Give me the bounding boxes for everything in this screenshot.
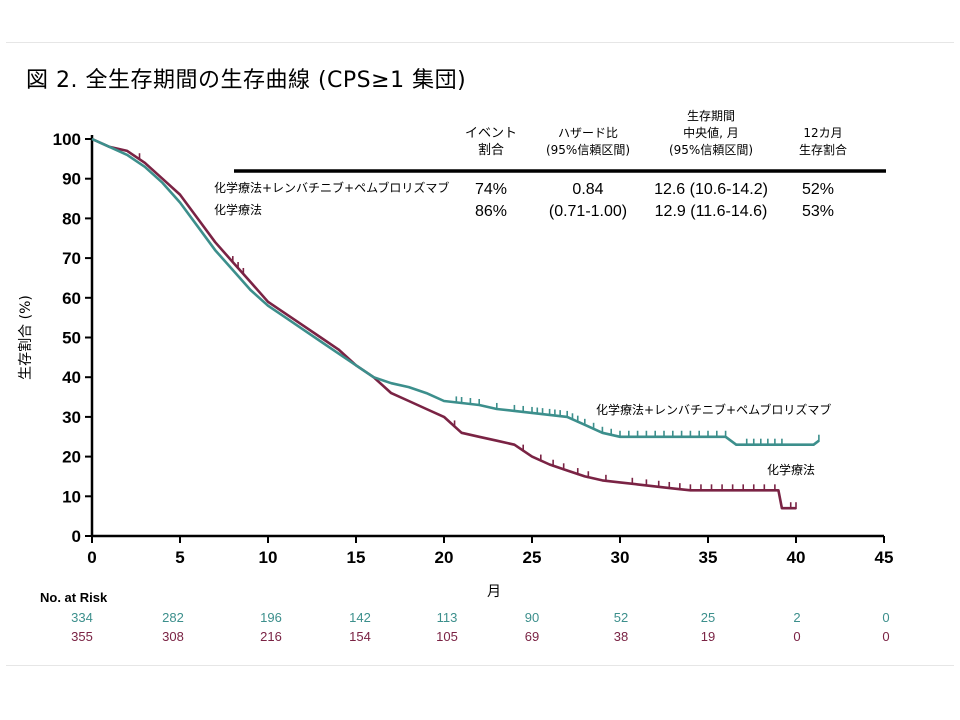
risk-chemo-value: 0 (882, 629, 889, 644)
x-tick-label: 45 (875, 548, 894, 567)
y-tick-label: 60 (62, 289, 81, 308)
figure-frame (6, 42, 954, 666)
table-header: 割合 (478, 142, 504, 158)
y-tick-label: 80 (62, 209, 81, 228)
table-header: ハザード比 (558, 126, 618, 140)
curve-label-combo: 化学療法+レンバチニブ+ペムブロリズマブ (596, 402, 831, 417)
x-tick-label: 40 (787, 548, 806, 567)
y-tick-label: 30 (62, 408, 81, 427)
x-tick-label: 15 (347, 548, 366, 567)
table-header: 12カ月 (803, 126, 842, 140)
y-tick-label: 0 (72, 527, 81, 546)
risk-chemo-value: 308 (162, 629, 184, 644)
row-hr: 0.84 (572, 181, 603, 198)
risk-chemo-value: 0 (793, 629, 800, 644)
y-tick-label: 100 (53, 130, 81, 149)
x-tick-label: 30 (611, 548, 630, 567)
risk-chemo-value: 38 (614, 629, 628, 644)
risk-table-title: No. at Risk (40, 590, 108, 605)
risk-combo-value: 52 (614, 610, 628, 625)
risk-combo-value: 196 (260, 610, 282, 625)
risk-combo-value: 90 (525, 610, 539, 625)
risk-combo-value: 334 (71, 610, 93, 625)
table-header: 生存割合 (799, 142, 847, 157)
curve-label-chemo: 化学療法 (767, 462, 815, 477)
risk-chemo-value: 19 (701, 629, 715, 644)
row-event: 86% (475, 203, 507, 220)
risk-combo-value: 25 (701, 610, 715, 625)
risk-combo-value: 113 (437, 610, 458, 625)
survival-curves (91, 137, 820, 510)
survival-curve-chemo (91, 137, 796, 510)
x-tick-label: 35 (699, 548, 718, 567)
figure-title: 図 2. 全生存期間の生存曲線 (CPS≥1 集団) (26, 68, 467, 93)
x-axis-label: 月 (487, 584, 501, 600)
axes: 0 10 20 30 40 50 60 70 80 90 100 0 5 10 15 20 25 30 35 40 45… (17, 130, 893, 600)
y-tick-label: 20 (62, 448, 81, 467)
risk-chemo-value: 154 (349, 629, 371, 644)
risk-combo-value: 282 (162, 610, 184, 625)
x-tick-label: 20 (435, 548, 454, 567)
y-tick-label: 40 (62, 368, 81, 387)
row-hr: (0.71-1.00) (549, 203, 627, 220)
y-tick-label: 50 (62, 329, 81, 348)
x-tick-label: 5 (175, 548, 184, 567)
table-header: 生存期間 (687, 109, 735, 123)
y-tick-label: 90 (62, 170, 81, 189)
table-header: (95%信頼区間) (669, 143, 753, 157)
x-tick-label: 25 (523, 548, 542, 567)
row-label: 化学療法+レンバチニブ+ペムブロリズマブ (214, 180, 449, 195)
table-header: イベント (465, 126, 517, 141)
row-median: 12.9 (11.6-14.6) (655, 203, 768, 220)
y-tick-label: 10 (62, 487, 81, 506)
risk-combo-value: 0 (882, 610, 889, 625)
row-12m: 52% (802, 181, 834, 198)
row-12m: 53% (802, 203, 834, 220)
x-tick-label: 0 (87, 548, 96, 567)
risk-chemo-value: 105 (436, 629, 458, 644)
y-tick-label: 70 (62, 249, 81, 268)
x-tick-label: 10 (259, 548, 278, 567)
risk-combo-value: 142 (349, 610, 371, 625)
risk-table: 334 282 196 142 113 90 52 25 2 0 355 308 216 154 105 69… (71, 610, 889, 644)
table-header: 中央値, 月 (683, 125, 739, 140)
y-axis-label: 生存割合 (%) (17, 295, 34, 380)
row-label: 化学療法 (214, 202, 262, 217)
risk-combo-value: 2 (793, 610, 800, 625)
risk-chemo-value: 69 (525, 629, 539, 644)
table-header: (95%信頼区間) (546, 143, 630, 157)
risk-chemo-value: 355 (71, 629, 93, 644)
risk-chemo-value: 216 (260, 629, 282, 644)
row-event: 74% (475, 181, 507, 198)
row-median: 12.6 (10.6-14.2) (654, 181, 768, 198)
